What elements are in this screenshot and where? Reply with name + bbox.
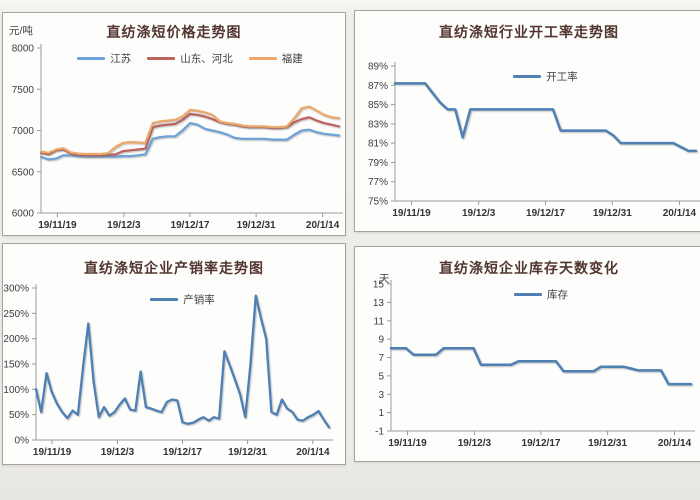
- legend-swatch: [77, 57, 106, 60]
- x-tick-label: 20/1/14: [663, 208, 697, 219]
- y-tick-label: 150%: [3, 360, 29, 371]
- y-tick-label: 1: [378, 408, 384, 419]
- legend-label: 江苏: [110, 53, 132, 65]
- y-tick-label: 89%: [368, 62, 388, 73]
- legend-swatch: [248, 57, 277, 60]
- chart-panel-inventory-days: 天 直纺涤短企业库存天数变化 库存 -1 1 3 5 7 9 11 13 15 19/11/19 1…: [354, 246, 700, 462]
- x-tick-label: 19/12/17: [522, 438, 561, 449]
- x-tick-label: 19/12/31: [228, 447, 267, 458]
- x-tick-label: 19/12/3: [462, 208, 496, 219]
- y-tick-label: 75%: [368, 197, 388, 208]
- x-tick-label: 19/12/17: [163, 447, 202, 458]
- chart-legend: 库存: [391, 287, 691, 302]
- y-tick-label: 7000: [12, 126, 35, 137]
- legend-item: 江苏: [77, 51, 131, 66]
- y-axis-unit-label: 天: [379, 273, 390, 285]
- x-tick-label: 20/1/14: [306, 220, 340, 231]
- y-tick-label: 6000: [12, 209, 35, 220]
- legend-swatch: [147, 57, 176, 60]
- x-tick-label: 19/12/3: [101, 447, 135, 458]
- chart-panel-operating-rate: 直纺涤短行业开工率走势图 开工率 75% 77% 79% 81% 83% 85% 87% 89…: [354, 10, 700, 232]
- x-tick-label: 19/12/31: [237, 220, 276, 231]
- y-tick-label: 8000: [12, 44, 35, 55]
- chart-legend: 开工率: [395, 69, 696, 84]
- y-axis-unit-label: 元/吨: [9, 25, 33, 37]
- x-tick-label: 20/1/14: [296, 447, 330, 458]
- legend-item: 山东、河北: [147, 51, 233, 66]
- y-tick-label: 77%: [368, 177, 388, 188]
- legend-label: 库存: [547, 289, 568, 301]
- x-tick-label: 19/11/19: [388, 438, 427, 449]
- y-tick-label: 7: [378, 353, 384, 364]
- legend-label: 福建: [281, 53, 303, 65]
- y-tick-label: 79%: [368, 158, 388, 169]
- series-line: [39, 121, 341, 161]
- y-tick-label: 200%: [3, 334, 29, 345]
- legend-swatch: [513, 75, 542, 78]
- sales-ratio-plot: 0% 50% 100% 150% 200% 250% 300% 19/11/19 19/12/3…: [3, 284, 333, 458]
- x-tick-label: 19/11/19: [38, 220, 77, 231]
- legend-item: 福建: [248, 51, 303, 66]
- x-tick-label: 19/12/17: [526, 208, 565, 219]
- y-tick-label: 3: [378, 390, 384, 401]
- y-tick-label: 81%: [368, 139, 388, 150]
- chart-title: 直纺涤短企业产销率走势图: [84, 260, 264, 276]
- price-trend-plot: 6000 6500 7000 7500 8000 19/11/19 19/12/3 19/12…: [12, 44, 343, 231]
- legend-label: 开工率: [546, 71, 578, 83]
- y-tick-label: 85%: [368, 100, 388, 111]
- x-tick-label: 19/11/19: [392, 208, 431, 219]
- y-tick-label: 250%: [3, 309, 29, 320]
- chart-legend: 江苏 山东、河北 福建: [41, 51, 339, 66]
- series-line: [39, 112, 341, 157]
- y-tick-label: 13: [373, 298, 385, 309]
- chart-panel-price-trend: 元/吨 直纺涤短价格走势图 江苏 山东、河北 福建 6000 6500 7000 7500…: [2, 12, 346, 236]
- series-line: [39, 105, 341, 156]
- y-tick-label: 15: [373, 280, 385, 291]
- legend-item: 开工率: [513, 69, 578, 84]
- y-tick-label: 300%: [3, 284, 29, 295]
- x-tick-label: 19/12/3: [458, 438, 492, 449]
- series-line: [389, 347, 693, 386]
- y-tick-label: 50%: [9, 410, 29, 421]
- series-line: [393, 82, 698, 153]
- y-tick-label: 9: [378, 335, 384, 346]
- y-tick-label: 5: [378, 371, 384, 382]
- x-tick-label: 20/1/14: [658, 438, 692, 449]
- chart-title: 直纺涤短行业开工率走势图: [439, 24, 619, 40]
- legend-label: 山东、河北: [180, 53, 233, 65]
- legend-item: 库存: [514, 287, 568, 302]
- y-tick-label: 0%: [15, 436, 30, 447]
- chart-panel-sales-ratio: 直纺涤短企业产销率走势图 产销率 0% 50% 100% 150% 200% 250% 30…: [2, 243, 346, 465]
- y-tick-label: 83%: [368, 119, 388, 130]
- y-tick-label: 87%: [368, 81, 388, 92]
- chart-title: 直纺涤短价格走势图: [106, 24, 242, 40]
- x-tick-label: 19/12/31: [588, 438, 627, 449]
- series-line: [34, 294, 331, 429]
- x-tick-label: 19/11/19: [33, 447, 72, 458]
- x-tick-label: 19/12/3: [107, 220, 141, 231]
- legend-label: 产销率: [183, 294, 215, 306]
- x-tick-label: 19/12/31: [593, 208, 632, 219]
- y-tick-label: 100%: [3, 385, 29, 396]
- legend-swatch: [150, 298, 179, 301]
- y-tick-label: 7500: [12, 85, 35, 96]
- legend-swatch: [514, 293, 542, 296]
- x-tick-label: 19/12/17: [171, 220, 210, 231]
- y-tick-label: 11: [374, 316, 385, 327]
- legend-item: 产销率: [150, 292, 215, 307]
- operating-rate-plot: 75%77%79%81%83%85%87%89%19/11/19 19/12/3 1…: [368, 62, 700, 219]
- chart-legend: 产销率: [36, 292, 329, 307]
- y-tick-label: -1: [375, 427, 384, 438]
- chart-title: 直纺涤短企业库存天数变化: [439, 260, 619, 276]
- y-tick-label: 6500: [12, 167, 35, 178]
